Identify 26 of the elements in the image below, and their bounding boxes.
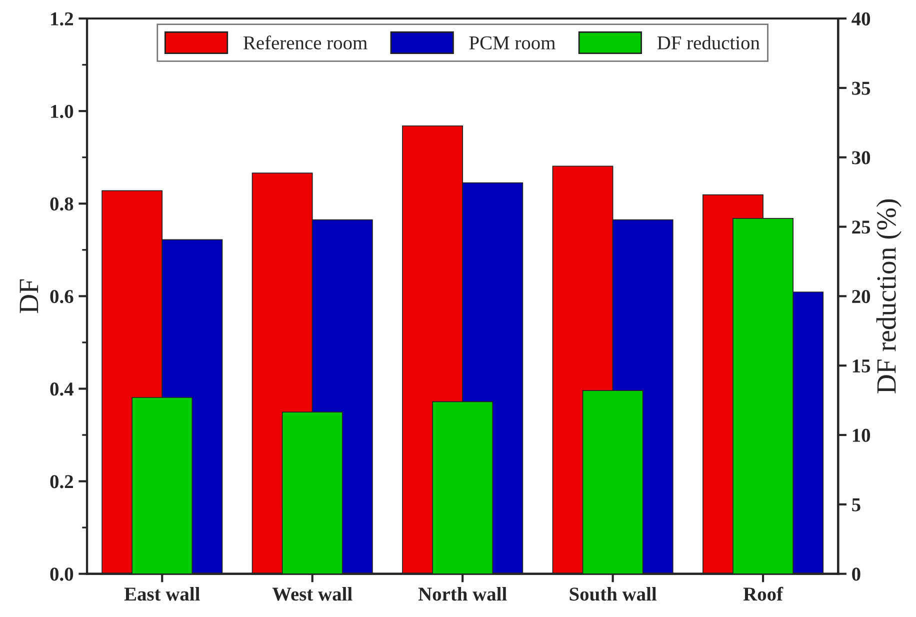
y-tick-label: 0.6 [50, 290, 74, 304]
x-tick-label: East wall [124, 587, 200, 601]
y2-tick-label: 0 [852, 568, 860, 581]
x-tick-label: West wall [272, 587, 352, 601]
y-tick-label: 1.0 [51, 104, 74, 118]
y2-tick-label: 40 [852, 12, 870, 26]
y2-tick-label: 10 [852, 428, 870, 442]
y2-tick-label: 25 [852, 220, 870, 234]
x-tick-label: South wall [570, 587, 657, 601]
y-tick-label: 0.8 [50, 197, 74, 211]
legend-label: PCM room [469, 36, 556, 50]
y-tick-label: 1.2 [51, 12, 73, 26]
y2-tick-label: 15 [852, 359, 870, 373]
y2-tick-label: 5 [852, 498, 860, 512]
legend-label: DF reduction [657, 36, 760, 50]
y-tick-label: 0.4 [50, 382, 74, 396]
y-axis-title: DF [20, 279, 38, 314]
y2-tick-label: 30 [852, 151, 870, 164]
x-tick-label: North wall [418, 587, 507, 601]
y-tick-label: 0.2 [50, 475, 73, 488]
y2-tick-label: 20 [852, 290, 870, 304]
legend-label: Reference room [244, 36, 368, 50]
x-tick-label: Roof [743, 586, 784, 601]
y2-axis-title: DF reduction (%) [876, 199, 902, 394]
y2-tick-label: 35 [852, 82, 870, 95]
y-tick-label: 0.0 [50, 568, 74, 581]
